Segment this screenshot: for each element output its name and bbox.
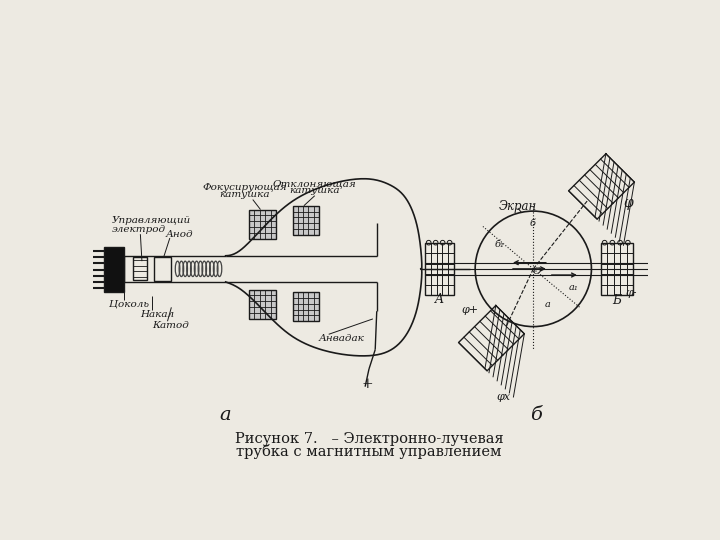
Bar [132, 257, 147, 280]
Text: а₁: а₁ [568, 284, 578, 293]
Text: б: б [530, 406, 541, 424]
Text: O: O [532, 267, 541, 276]
Text: +: + [361, 377, 373, 392]
Bar [249, 210, 276, 239]
Bar [153, 256, 171, 281]
Text: Б: Б [613, 294, 621, 307]
Bar [104, 247, 124, 292]
Text: A: A [435, 293, 444, 306]
Text: φ-: φ- [625, 288, 636, 298]
Text: Анвадак: Анвадак [319, 334, 364, 343]
Text: б₁: б₁ [495, 240, 505, 249]
Text: φx: φx [497, 392, 511, 402]
Text: а: а [545, 300, 551, 309]
Text: а: а [220, 406, 231, 424]
Text: Фокусирующая: Фокусирующая [203, 183, 287, 192]
Text: трубка с магнитным управлением: трубка с магнитным управлением [236, 444, 502, 459]
Text: электрод: электрод [112, 225, 166, 234]
Bar [249, 289, 276, 319]
Bar [293, 206, 319, 235]
Text: Цоколь: Цоколь [109, 300, 149, 309]
Text: катушка: катушка [220, 190, 270, 199]
Bar [425, 242, 454, 295]
Text: Рисунок 7.   – Электронно-лучевая: Рисунок 7. – Электронно-лучевая [235, 432, 503, 446]
Text: φ: φ [624, 196, 634, 210]
Text: φ+: φ+ [462, 305, 478, 315]
Text: Катод: Катод [152, 321, 189, 330]
Text: Управляющий: Управляющий [112, 217, 191, 226]
Text: Экран: Экран [499, 200, 537, 213]
Text: б: б [529, 219, 536, 228]
Text: Накал: Накал [140, 309, 174, 319]
Text: Отклоняющая: Отклоняющая [273, 179, 356, 188]
Bar [293, 292, 319, 321]
Bar [600, 242, 634, 295]
Text: катушка: катушка [289, 186, 340, 195]
Text: Анод: Анод [166, 231, 194, 239]
